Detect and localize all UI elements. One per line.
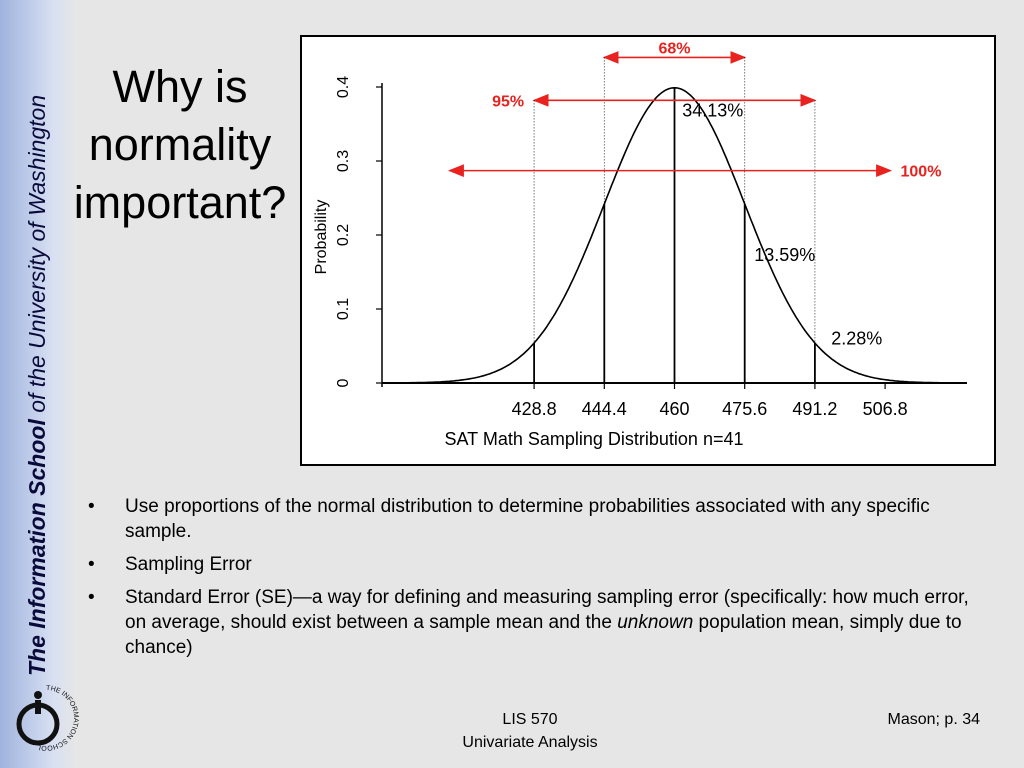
bullet-emphasis: unknown	[617, 612, 694, 633]
course-code: LIS 570	[502, 711, 558, 728]
region-percentage-label: 13.59%	[754, 245, 815, 265]
bullet-item: Standard Error (SE)—a way for defining a…	[86, 585, 986, 660]
y-tick-label: 0	[335, 378, 352, 387]
slide-title: Why is normality important?	[50, 58, 310, 232]
bullet-item: Use proportions of the normal distributi…	[86, 494, 986, 544]
bullet-text: Use proportions of the normal distributi…	[125, 496, 930, 542]
bullet-text: Sampling Error	[125, 554, 252, 575]
sidebar: The Information School of the University…	[0, 0, 79, 768]
x-axis-label: SAT Math Sampling Distribution n=41	[445, 429, 744, 449]
bullet-list: Use proportions of the normal distributi…	[86, 494, 986, 668]
region-percentage-label: 34.13%	[682, 101, 743, 121]
school-name-rest: of the University of Washington	[24, 94, 50, 420]
range-label: 100%	[901, 164, 942, 181]
x-tick-label: 460	[659, 399, 689, 419]
bullet-text: Standard Error (SE)—a way for defining a…	[125, 587, 969, 633]
range-label: 95%	[492, 93, 524, 110]
x-tick-label: 475.6	[722, 399, 767, 419]
footer-source: Mason; p. 34	[887, 711, 981, 728]
range-label: 68%	[658, 40, 690, 57]
x-tick-label: 428.8	[512, 399, 557, 419]
title-line: important?	[73, 177, 287, 228]
y-tick-label: 0.4	[335, 76, 352, 98]
y-axis-label: Probability	[313, 200, 330, 275]
school-name-bold: The Information School	[24, 419, 50, 676]
bullet-item: Sampling Error	[86, 552, 986, 577]
title-line: normality	[88, 119, 272, 170]
title-line: Why is	[112, 61, 248, 112]
chart-frame: 0 0.1 0.2 0.3 0.4 Probability 428.8 444.4 460 475…	[300, 35, 996, 466]
y-tick-label: 0.1	[335, 298, 352, 320]
bullet-text: population mean, simply due to chance)	[125, 612, 962, 658]
footer-course: LIS 570 Univariate Analysis	[400, 708, 660, 754]
x-tick-label: 491.2	[792, 399, 837, 419]
ischool-logo: THE INFORMATION SCHOOL	[16, 685, 79, 751]
y-tick-label: 0.2	[335, 224, 352, 246]
x-tick-label: 506.8	[863, 399, 908, 419]
course-title: Univariate Analysis	[462, 734, 598, 751]
x-tick-label: 444.4	[582, 399, 627, 419]
school-name: The Information School of the University…	[24, 26, 51, 676]
region-percentage-label: 2.28%	[831, 329, 882, 349]
normal-distribution-chart: 0 0.1 0.2 0.3 0.4 Probability 428.8 444.4 460 475…	[313, 40, 967, 449]
y-tick-label: 0.3	[335, 150, 352, 172]
